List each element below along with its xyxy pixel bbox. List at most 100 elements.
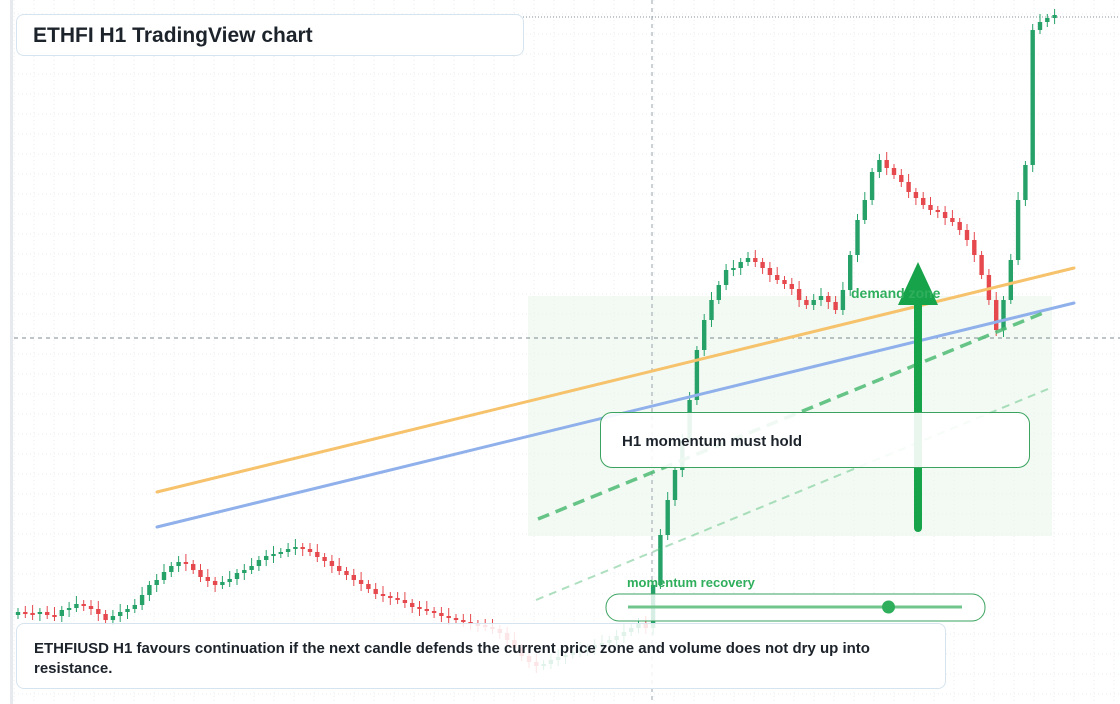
candle-body [373, 589, 378, 594]
title-panel: ETHFI H1 TradingView chart [16, 14, 524, 56]
candle-body [132, 605, 137, 609]
momentum-note-text: H1 momentum must hold [622, 433, 803, 450]
candle-body [351, 575, 356, 580]
candle-body [264, 556, 269, 560]
candle-body [147, 585, 152, 595]
candle-body [66, 608, 72, 610]
candle-body [139, 595, 145, 605]
candle-body [74, 604, 79, 608]
candle-body [176, 562, 181, 566]
candle-body [804, 300, 809, 305]
candle-body [30, 613, 35, 615]
candle-body [796, 289, 802, 300]
candle-body [212, 581, 218, 585]
candle-body [439, 613, 444, 616]
candle-body [1030, 30, 1035, 165]
candle-body [731, 268, 736, 270]
candle-body [249, 566, 254, 570]
candle-body [337, 566, 342, 571]
candle-body [745, 258, 751, 262]
candle-body [862, 200, 867, 220]
candle-body [278, 552, 283, 554]
candle-body [307, 549, 313, 552]
momentum-note-box: H1 momentum must hold [600, 412, 1030, 468]
candle-body [1023, 165, 1028, 200]
candle-body [818, 296, 824, 300]
candle-body [402, 600, 408, 603]
candle-body [380, 594, 386, 596]
candle-body [899, 175, 904, 182]
caption-text: ETHFIUSD H1 favours continuation if the … [34, 640, 870, 677]
candle-body [833, 302, 838, 310]
candle-body [256, 560, 262, 566]
candle-body [964, 230, 970, 240]
candle-body [979, 255, 984, 275]
candle-body [891, 168, 897, 175]
candle-body [665, 500, 670, 535]
candle-body [344, 571, 349, 575]
candle-body [789, 284, 794, 289]
candle-body [96, 609, 101, 614]
candle-body [37, 612, 43, 614]
candle-body [358, 580, 364, 584]
bullish-arrow-head [898, 262, 938, 305]
candle-body [183, 562, 189, 564]
demand-zone-label: demand zone [851, 285, 941, 301]
candle-body [811, 300, 816, 305]
candle-body [395, 598, 400, 600]
candle-body [300, 547, 305, 549]
candle-body [942, 212, 948, 218]
candle-body [234, 573, 240, 579]
candle-body [446, 616, 451, 618]
candle-body [994, 300, 999, 330]
candle-body [658, 535, 663, 585]
candle-body [52, 615, 57, 617]
candle-body [877, 160, 882, 172]
candle-body [760, 262, 765, 268]
candle-body [125, 609, 130, 612]
candle-body [431, 611, 437, 613]
chart-left-edge [10, 0, 13, 704]
candle-body [1052, 15, 1057, 18]
candle-body [227, 579, 232, 582]
candle-body [59, 610, 64, 616]
candle-body [45, 612, 50, 615]
candle-body [417, 607, 422, 609]
candle-body [1008, 260, 1013, 300]
candle-body [782, 280, 787, 284]
candle-body [169, 566, 174, 572]
candle-body [23, 612, 28, 614]
candle-body [118, 612, 123, 616]
candle-body [329, 561, 335, 566]
candle-body [461, 620, 466, 622]
candle-body [702, 320, 707, 350]
candle-body [161, 572, 167, 580]
candle-body [921, 198, 926, 205]
candle-body [672, 470, 678, 500]
candle-body [285, 549, 291, 552]
candle-body [753, 258, 758, 262]
candle-body [775, 275, 780, 280]
candle-body [315, 552, 320, 557]
candle-body [424, 609, 429, 611]
candle-body [913, 192, 919, 198]
candle-body [694, 350, 700, 400]
candle-body [191, 564, 196, 570]
candle-body [410, 603, 415, 607]
candle-body [15, 612, 21, 615]
candle-body [1015, 200, 1021, 260]
candle-body [88, 606, 94, 609]
candle-body [855, 220, 860, 255]
candle-body [716, 285, 721, 300]
candle-body [884, 160, 889, 168]
candle-body [1045, 18, 1050, 22]
candle-body [110, 616, 116, 620]
candle-body [738, 262, 743, 268]
candle-body [205, 577, 210, 581]
candle-body [1037, 22, 1043, 30]
momentum-recovery-label: momentum recovery [627, 575, 755, 590]
momentum-slider-knob [882, 600, 896, 614]
candle-body [928, 205, 933, 210]
candle-body [957, 222, 962, 230]
